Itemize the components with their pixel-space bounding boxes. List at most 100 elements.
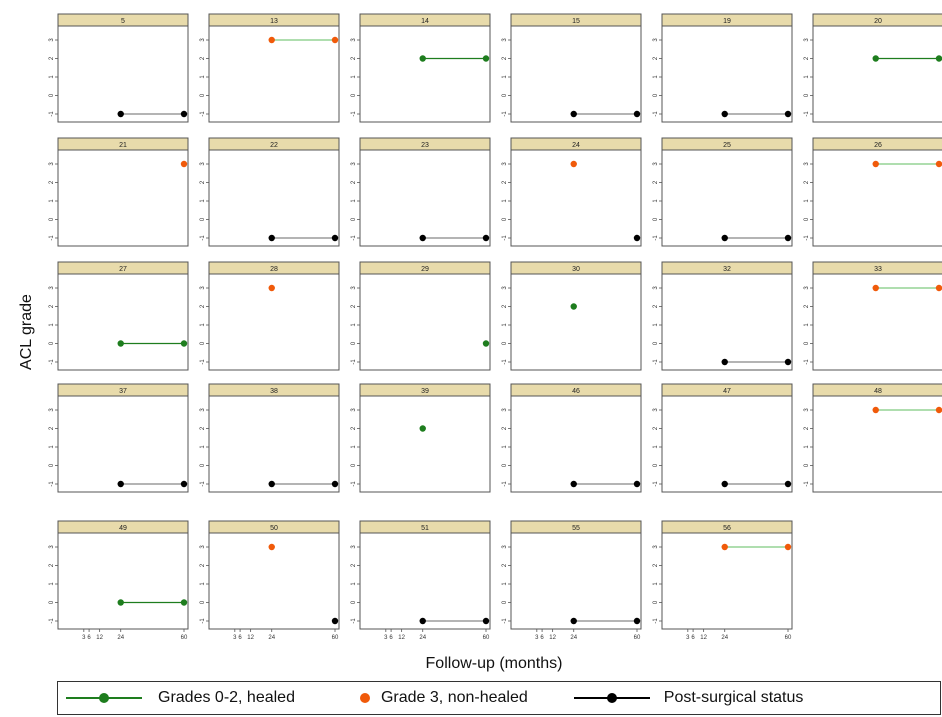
- panel-frame: [57, 261, 189, 371]
- data-point-nonhealed: [935, 160, 942, 168]
- data-point-post: [268, 234, 275, 242]
- y-tick-label: 0: [49, 93, 55, 97]
- y-tick-label: -1: [502, 111, 508, 117]
- y-tick-label: -1: [653, 359, 659, 365]
- panel-frame: [510, 520, 642, 630]
- y-tick-label: 0: [653, 463, 659, 467]
- panel-title: 37: [119, 388, 127, 395]
- y-tick-label: 0: [502, 463, 508, 467]
- y-tick-label: 0: [200, 341, 206, 345]
- y-tick-label: 2: [351, 563, 357, 567]
- panel-strip: [510, 13, 642, 27]
- x-tick-label: 6: [691, 635, 695, 641]
- y-tick-label: 3: [351, 38, 357, 42]
- data-point-post: [482, 617, 490, 625]
- panel-frame: [812, 261, 942, 371]
- data-point-post: [482, 234, 490, 242]
- data-point-nonhealed: [935, 284, 942, 292]
- panel-13: 13 -1 0 1 2 3: [200, 13, 340, 123]
- y-tick-label: 0: [653, 217, 659, 221]
- data-point-post: [117, 110, 124, 118]
- y-tick-label: -1: [49, 235, 55, 241]
- y-tick-label: 1: [49, 75, 55, 79]
- y-tick-label: 2: [200, 563, 206, 567]
- panel-title: 47: [723, 388, 731, 395]
- y-tick-label: -1: [49, 111, 55, 117]
- x-tick-label: 12: [247, 635, 254, 641]
- y-tick-label: 3: [653, 38, 659, 42]
- panel-strip: [812, 13, 942, 27]
- y-tick-label: 2: [653, 563, 659, 567]
- panel-strip: [661, 13, 793, 27]
- data-point-healed: [482, 340, 490, 347]
- y-tick-label: 1: [200, 75, 206, 79]
- x-tick-label: 6: [238, 635, 242, 641]
- data-point-post: [784, 358, 792, 366]
- data-point-post: [721, 358, 728, 366]
- data-point-post: [784, 110, 792, 118]
- y-tick-label: 0: [502, 217, 508, 221]
- y-tick-label: 0: [351, 600, 357, 604]
- panel-strip: [510, 137, 642, 151]
- x-tick-label: 6: [540, 635, 544, 641]
- panel-frame: [208, 137, 340, 247]
- data-point-healed: [935, 55, 942, 62]
- data-point-nonhealed: [872, 160, 879, 168]
- y-tick-label: 2: [804, 304, 810, 308]
- y-tick-label: -1: [804, 235, 810, 241]
- x-axis-title: Follow-up (months): [426, 655, 563, 672]
- x-tick-label: 24: [419, 635, 426, 641]
- y-tick-label: 3: [351, 545, 357, 549]
- y-tick-label: 1: [200, 445, 206, 449]
- y-tick-label: 0: [502, 341, 508, 345]
- panel-21: 21 -1 0 1 2 3: [49, 137, 189, 247]
- panel-28: 28 -1 0 1 2 3: [200, 261, 340, 371]
- panel-strip: [359, 383, 491, 397]
- y-tick-label: 3: [49, 38, 55, 42]
- y-tick-label: 2: [49, 56, 55, 60]
- y-tick-label: 3: [502, 408, 508, 412]
- data-point-post: [570, 110, 577, 118]
- y-tick-label: -1: [200, 481, 206, 487]
- data-point-post: [721, 234, 728, 242]
- data-point-healed: [419, 55, 426, 62]
- data-point-healed: [180, 599, 188, 606]
- x-tick-label: 6: [87, 635, 91, 641]
- y-tick-label: 1: [804, 445, 810, 449]
- panel-title: 49: [119, 525, 127, 532]
- y-tick-label: 3: [502, 286, 508, 290]
- panel-title: 14: [421, 18, 429, 25]
- panel-22: 22 -1 0 1 2 3: [200, 137, 340, 247]
- y-tick-label: 3: [804, 286, 810, 290]
- panel-strip: [510, 261, 642, 275]
- y-tick-label: 1: [804, 199, 810, 203]
- y-tick-label: 1: [653, 199, 659, 203]
- panel-title: 32: [723, 266, 731, 273]
- y-tick-label: 2: [653, 426, 659, 430]
- y-tick-label: 1: [804, 323, 810, 327]
- panel-title: 27: [119, 266, 127, 273]
- x-tick-label: 24: [570, 635, 577, 641]
- data-point-post: [331, 480, 339, 488]
- y-tick-label: 3: [49, 545, 55, 549]
- y-tick-label: 2: [653, 304, 659, 308]
- y-tick-label: -1: [351, 618, 357, 624]
- data-point-post: [268, 480, 275, 488]
- panel-strip: [812, 137, 942, 151]
- panel-33: 33 -1 0 1 2 3: [804, 261, 942, 371]
- panel-title: 20: [874, 18, 882, 25]
- y-tick-label: 0: [804, 463, 810, 467]
- panel-frame: [661, 261, 793, 371]
- y-tick-label: 2: [200, 180, 206, 184]
- y-tick-label: 3: [200, 162, 206, 166]
- x-tick-label: 3: [535, 635, 539, 641]
- data-point-post: [784, 234, 792, 242]
- x-tick-label: 3: [233, 635, 237, 641]
- panel-frame: [359, 137, 491, 247]
- y-tick-label: 3: [804, 408, 810, 412]
- panel-46: 46 -1 0 1 2 3: [502, 383, 642, 493]
- y-tick-label: 3: [200, 38, 206, 42]
- legend-item-nonhealed: Grade 3, non-healed: [357, 689, 528, 707]
